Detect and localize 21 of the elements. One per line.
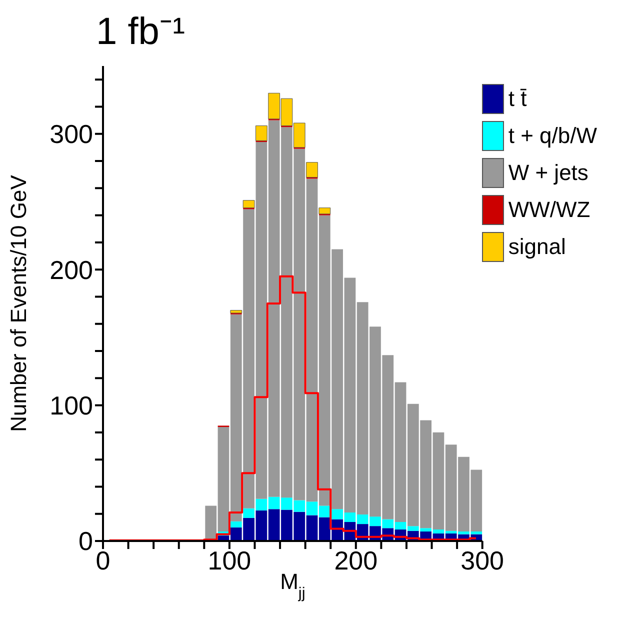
- x-axis-title: M$_{jj}$: [280, 569, 306, 602]
- y-tick-label: 300: [50, 119, 93, 150]
- legend-label: t + q/b/W: [508, 122, 597, 148]
- bar: [318, 208, 331, 214]
- legend-label: t t̄: [508, 86, 527, 112]
- x-tick-label: 300: [460, 545, 504, 576]
- legend-label: W + jets: [508, 160, 588, 186]
- y-tick-label: 200: [50, 254, 93, 285]
- y-axis-title: Number of Events/10 GeV: [6, 174, 31, 432]
- bar: [230, 310, 242, 314]
- bar: [306, 162, 318, 178]
- bar: [255, 125, 268, 141]
- legend-label: WW/WZ: [508, 196, 590, 222]
- x-tick-label: 200: [334, 545, 378, 576]
- legend-label: signal: [508, 234, 566, 260]
- bar: [242, 200, 255, 208]
- x-tick-label: 100: [208, 545, 252, 576]
- y-tick-label: 100: [50, 390, 93, 421]
- y-tick-label: 0: [78, 526, 93, 556]
- chart-title: 1 fb⁻¹: [95, 10, 186, 55]
- bar: [230, 521, 242, 528]
